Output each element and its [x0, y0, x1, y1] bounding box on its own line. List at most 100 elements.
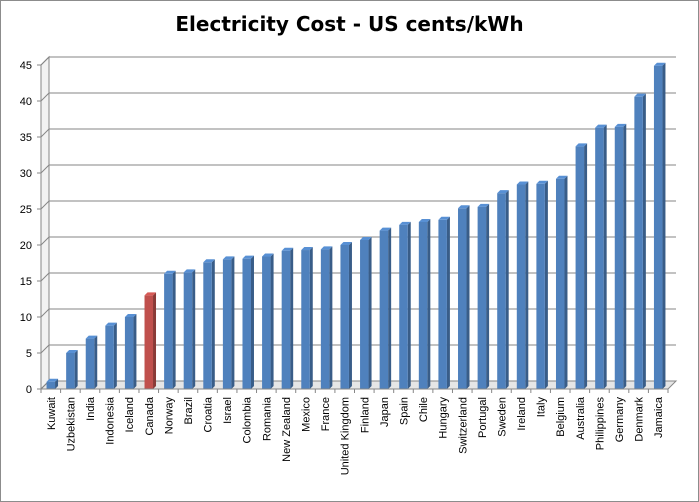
bar-side	[113, 322, 117, 389]
bar-side	[348, 242, 352, 389]
bar	[477, 206, 487, 389]
bar	[262, 256, 271, 389]
x-tick-label: Uzbekistan	[65, 397, 77, 451]
x-tick-label: Croatia	[203, 396, 215, 432]
x-tick-label: Spain	[398, 397, 410, 425]
x-tick-label: New Zealand	[281, 397, 293, 462]
x-tick-label: Italy	[536, 397, 548, 418]
x-tick-label: Kuwait	[46, 397, 58, 430]
bar-side	[172, 270, 176, 389]
bar	[105, 325, 114, 389]
x-tick-label: Chile	[418, 397, 430, 422]
bar-side	[153, 292, 157, 389]
bar	[497, 193, 506, 389]
bar-side	[309, 247, 313, 389]
x-tick-label: Jamaica	[653, 396, 665, 438]
gridline-depth	[40, 128, 50, 138]
bar	[320, 249, 330, 389]
bar	[418, 221, 428, 389]
bar	[614, 126, 624, 390]
x-tick-label: India	[85, 396, 97, 421]
bar-top	[124, 314, 137, 317]
bar-side	[290, 247, 294, 389]
bar	[242, 258, 251, 389]
gridline-depth	[40, 272, 50, 282]
x-tick-label: Australia	[575, 396, 587, 440]
x-tick-label: Brazil	[183, 397, 195, 425]
x-tick-label: Israel	[222, 397, 234, 424]
x-tick-label: Belgium	[555, 397, 567, 437]
bar-top	[477, 203, 490, 207]
gridline-depth	[40, 92, 50, 102]
bar	[144, 295, 154, 389]
bar-side	[486, 203, 490, 389]
bar-top	[262, 253, 274, 257]
x-tick-label: Canada	[144, 396, 156, 435]
x-tick-label: Romania	[261, 396, 273, 441]
bar	[575, 146, 585, 389]
bar-side	[466, 205, 470, 389]
bar	[46, 381, 56, 389]
bar-side	[603, 124, 607, 389]
bar-top	[653, 62, 666, 66]
bar-side	[250, 255, 254, 389]
bar-side	[368, 236, 372, 389]
bar-side	[662, 62, 666, 389]
y-tick-label: 45	[20, 60, 32, 72]
bar-top	[222, 256, 235, 260]
bar-side	[407, 221, 411, 389]
bar-top	[379, 227, 392, 231]
bar-top	[614, 123, 627, 127]
bar-top	[516, 181, 529, 185]
bar-top	[301, 247, 313, 251]
bar	[555, 178, 565, 389]
bar-top	[438, 216, 450, 220]
bar-top	[46, 378, 59, 382]
gridline-depth	[40, 308, 50, 318]
bar-side	[544, 180, 548, 389]
x-tick-label: Indonesia	[105, 396, 117, 445]
bar-top	[418, 218, 431, 222]
bar	[360, 239, 369, 389]
y-tick-label: 40	[20, 96, 32, 108]
gridline-depth	[40, 200, 50, 210]
bar-top	[360, 236, 372, 240]
bar	[281, 250, 291, 389]
bar	[516, 184, 526, 389]
bar-top	[320, 246, 333, 250]
x-tick-label: Germany	[614, 397, 626, 443]
bar-top	[340, 242, 352, 245]
x-tick-label: Hungary	[438, 397, 450, 439]
bar	[85, 338, 95, 389]
bar	[164, 273, 173, 389]
bar-side	[505, 190, 509, 389]
bar	[183, 272, 193, 389]
x-tick-label: Norway	[163, 397, 175, 435]
bar-side	[133, 314, 137, 389]
bar	[399, 224, 408, 389]
gridline-depth	[40, 56, 50, 66]
x-tick-label: France	[320, 397, 332, 431]
bar	[301, 250, 310, 389]
gridline-depth	[40, 164, 50, 174]
bar-side	[192, 269, 196, 389]
bar-top	[242, 255, 254, 259]
bar-top	[203, 259, 215, 263]
y-tick-label: 10	[20, 312, 32, 324]
bar	[595, 127, 604, 389]
bar	[222, 259, 232, 389]
x-tick-label: Portugal	[477, 397, 489, 438]
bar-top	[183, 269, 196, 273]
x-tick-label: Colombia	[242, 396, 254, 443]
x-tick-label: Finland	[359, 397, 371, 433]
bar-side	[55, 378, 59, 389]
gridline-depth	[40, 236, 50, 246]
bar-side	[231, 256, 235, 389]
bar-top	[458, 205, 470, 209]
bar	[203, 262, 212, 389]
bar-top	[399, 221, 411, 225]
bar-top	[144, 292, 157, 296]
y-tick-label: 15	[20, 276, 32, 288]
bar	[66, 353, 75, 389]
y-tick-label: 35	[20, 132, 32, 144]
